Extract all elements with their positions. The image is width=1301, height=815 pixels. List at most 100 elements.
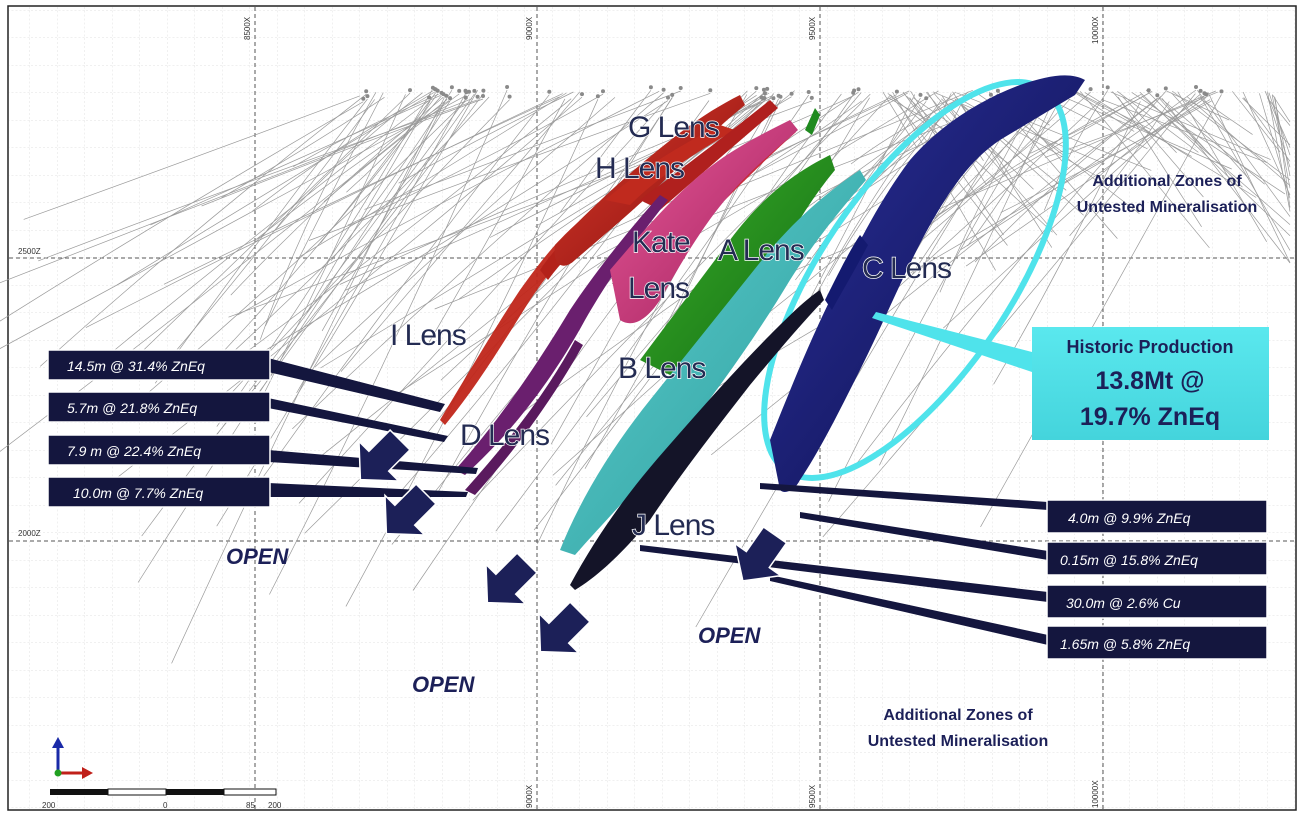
kate-lens-body	[610, 120, 798, 324]
drillhole-collar	[463, 88, 468, 93]
open-arrow-3	[485, 552, 538, 605]
drillhole-collar	[809, 95, 814, 100]
drillhole-collar	[1105, 85, 1110, 90]
drillhole-trace	[980, 94, 1222, 528]
drillhole-trace	[221, 97, 385, 199]
intercept-box-left-3	[47, 434, 271, 466]
intercept-box-right-1	[1046, 499, 1268, 534]
drillhole-collar	[505, 85, 510, 89]
drillhole-trace	[85, 93, 563, 328]
drillhole-trace	[1267, 98, 1291, 126]
drillhole-trace	[967, 91, 1065, 247]
drillhole-collar	[435, 88, 440, 93]
d-lens-label: D Lens	[460, 419, 549, 452]
drillhole-trace	[161, 99, 375, 369]
drillhole-trace	[259, 92, 377, 340]
drillhole-collar	[762, 91, 767, 96]
drillhole-collar	[856, 87, 861, 92]
additional-zones-bottom-line1: Additional Zones of	[883, 707, 1033, 724]
drillhole-trace	[1112, 91, 1204, 198]
drillhole-trace	[428, 98, 566, 343]
drillhole-collar	[924, 96, 929, 101]
open-label-3: OPEN	[698, 623, 761, 648]
c-lens-body	[770, 75, 1085, 492]
b-lens-body	[560, 170, 866, 555]
grid-label-top-9000: 9000X	[525, 16, 534, 40]
grid-label-left-2500: 2500Z	[18, 247, 41, 256]
drillhole-trace	[215, 98, 572, 375]
drillhole-trace	[560, 90, 652, 213]
drillhole-trace	[269, 89, 508, 595]
drillhole-trace	[1171, 92, 1249, 179]
drillhole-trace	[0, 101, 364, 322]
g-lens-body	[554, 95, 745, 266]
open-arrow-2	[384, 483, 437, 536]
drillhole-trace	[1101, 98, 1268, 164]
drillhole-trace	[171, 97, 445, 664]
drillhole-collar	[580, 92, 584, 97]
intercept-text-right-1: 4.0m @ 9.9% ZnEq	[1068, 510, 1191, 526]
drillhole-trace	[1062, 96, 1232, 170]
grid-label-left-2000: 2000Z	[18, 529, 41, 538]
drillhole-collar	[1088, 87, 1093, 92]
kate-lens-label-line1: Kate	[632, 226, 690, 259]
intercept-box-right-2	[1046, 541, 1268, 576]
drillhole-trace	[347, 93, 604, 226]
drillhole-trace	[345, 99, 599, 607]
b-lens-label: B Lens	[618, 352, 705, 385]
drillhole-trace	[1075, 92, 1135, 132]
drillhole-collar	[1194, 85, 1198, 89]
drillhole-collar	[678, 86, 683, 90]
drillhole-collar	[408, 88, 412, 93]
drillhole-trace	[828, 93, 1052, 502]
open-label-1: OPEN	[226, 544, 289, 569]
drillhole-trace	[1274, 97, 1291, 208]
drillhole-collar	[448, 96, 452, 101]
drillhole-trace	[1117, 96, 1202, 227]
drillhole-trace	[1069, 101, 1170, 237]
drillhole-trace	[840, 100, 1024, 405]
drillhole-trace	[1145, 89, 1243, 188]
open-label-2: OPEN	[412, 672, 475, 697]
a-lens-body	[640, 108, 835, 385]
drillhole-collar	[762, 96, 767, 101]
i-lens-label: I Lens	[390, 319, 466, 352]
drillhole-collar	[761, 87, 766, 92]
j-lens-body	[570, 290, 824, 590]
drillhole-collar	[806, 90, 811, 94]
drillhole-collar	[1204, 92, 1209, 97]
intercept-text-left-2: 5.7m @ 21.8% ZnEq	[67, 400, 197, 416]
open-arrow-4	[538, 601, 591, 654]
drillhole-collar	[427, 95, 432, 100]
drillhole-trace	[934, 93, 1058, 236]
drillhole-collar	[1198, 88, 1203, 93]
drillhole-trace	[1159, 97, 1265, 185]
drillhole-collar	[601, 89, 605, 94]
intercept-box-left-1	[47, 349, 271, 381]
drillhole-collar	[754, 86, 759, 91]
scale-label-2: 0	[163, 801, 168, 810]
a-lens-label: A Lens	[718, 234, 804, 267]
orientation-axes-icon	[52, 737, 93, 779]
drillhole-trace	[1072, 89, 1151, 130]
drillhole-collar	[771, 96, 776, 101]
drillhole-collar	[547, 89, 552, 94]
intercept-box-left-2	[47, 391, 271, 423]
drillhole-trace	[1186, 96, 1291, 186]
historic-production-title: Historic Production	[1066, 337, 1233, 357]
grid-label-top-9500: 9500X	[808, 16, 817, 40]
drillhole-trace	[252, 90, 434, 212]
drillhole-trace	[150, 95, 441, 226]
drillhole-collar	[708, 88, 713, 93]
drillhole-trace	[1158, 97, 1212, 157]
drillhole-trace	[330, 90, 453, 261]
drillhole-trace	[38, 99, 478, 262]
drillhole-collar	[661, 87, 666, 92]
j-lens-label: J Lens	[632, 509, 714, 542]
drillhole-collar	[444, 93, 449, 98]
drillhole-trace	[822, 93, 1196, 538]
c-lens-label: C Lens	[862, 252, 951, 285]
historic-production-box	[1032, 327, 1269, 440]
drillhole-trace	[1171, 90, 1291, 181]
